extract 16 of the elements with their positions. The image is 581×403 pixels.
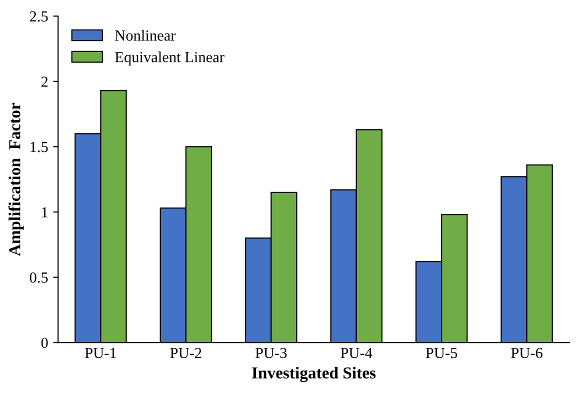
y-tick-label: 0.5 [30, 272, 48, 283]
y-tick-label: 1.5 [30, 142, 48, 152]
y-tick-label: 2 [41, 76, 48, 87]
x-tick-label: PU-4 [340, 348, 372, 358]
x-tick-label: PU-1 [85, 348, 116, 358]
x-axis-title: Investigated Sites [252, 366, 376, 382]
x-tick-label: PU-2 [170, 348, 202, 358]
legend-label: Equivalent Linear [115, 52, 224, 66]
legend-label: Nonlinear [115, 30, 176, 41]
y-tick-label: 0 [41, 338, 48, 348]
y-axis-title: Amplification Factor [8, 102, 24, 256]
y-tick-label: 1 [42, 207, 48, 218]
x-tick-label: PU-3 [255, 348, 287, 358]
y-tick-label: 2.5 [30, 11, 48, 22]
x-tick-label: PU-5 [426, 348, 458, 358]
x-tick-label: PU-6 [511, 348, 542, 358]
